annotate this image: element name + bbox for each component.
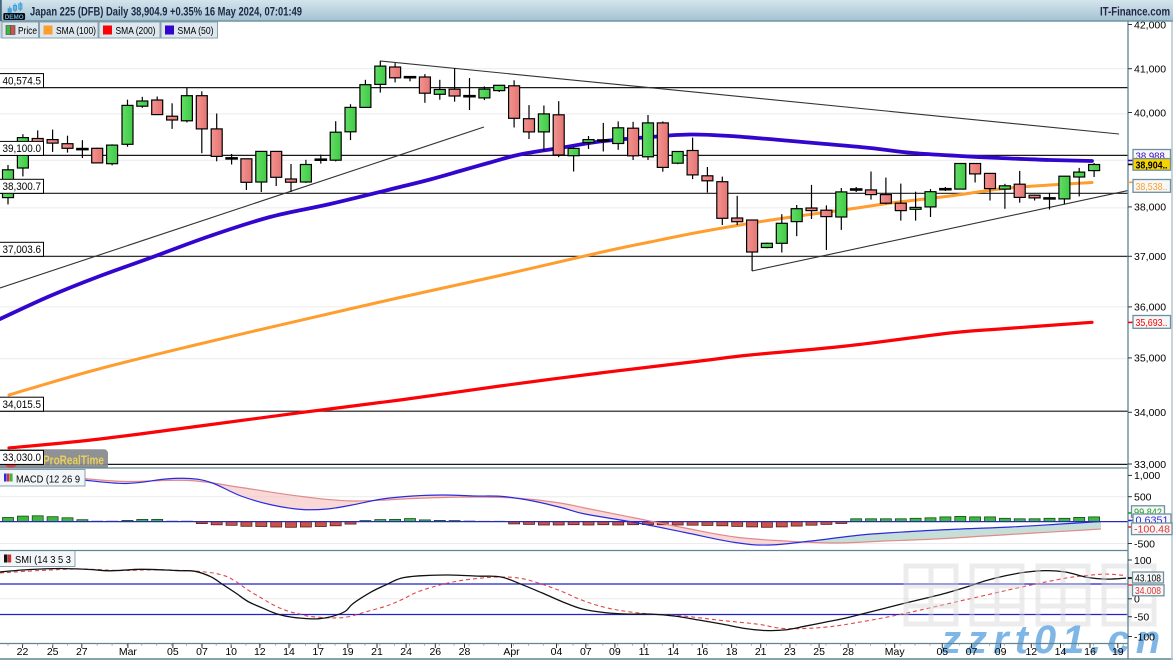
svg-text:34,015.5: 34,015.5 [3, 399, 42, 411]
svg-text:18: 18 [726, 646, 738, 658]
svg-text:41,000: 41,000 [1134, 64, 1166, 76]
svg-text:28: 28 [842, 646, 854, 658]
svg-text:35,000: 35,000 [1134, 353, 1166, 365]
svg-text:19: 19 [342, 646, 354, 658]
svg-text:38,000: 38,000 [1134, 202, 1166, 214]
svg-text:05: 05 [936, 646, 948, 658]
svg-text:May: May [885, 646, 906, 658]
svg-text:26: 26 [429, 646, 441, 658]
svg-text:09: 09 [609, 646, 621, 658]
svg-text:1,000: 1,000 [1134, 470, 1160, 482]
svg-text:33,000: 33,000 [1134, 459, 1166, 471]
svg-text:40,000: 40,000 [1134, 107, 1166, 119]
svg-text:37,000: 37,000 [1134, 251, 1166, 263]
svg-text:-50: -50 [1134, 612, 1149, 624]
svg-text:33,030.0: 33,030.0 [3, 452, 42, 464]
svg-text:07: 07 [580, 646, 592, 658]
svg-text:21: 21 [371, 646, 383, 658]
svg-text:12: 12 [254, 646, 266, 658]
svg-text:500: 500 [1134, 492, 1152, 504]
svg-text:14: 14 [667, 646, 679, 658]
svg-text:MACD (12 26 9: MACD (12 26 9 [16, 474, 80, 486]
svg-text:Mar: Mar [119, 646, 138, 658]
svg-text:07: 07 [196, 646, 208, 658]
svg-text:-100.48: -100.48 [1134, 524, 1170, 536]
svg-text:40,574.5: 40,574.5 [3, 75, 42, 87]
svg-text:38,904..: 38,904.. [1136, 159, 1168, 171]
svg-text:07: 07 [966, 646, 978, 658]
svg-text:SMA (50): SMA (50) [178, 25, 214, 37]
svg-text:24: 24 [400, 646, 412, 658]
svg-text:09: 09 [995, 646, 1007, 658]
svg-text:27: 27 [76, 646, 88, 658]
svg-text:100: 100 [1134, 555, 1152, 567]
svg-text:-100: -100 [1134, 631, 1155, 643]
svg-text:23: 23 [784, 646, 796, 658]
svg-text:25: 25 [47, 646, 59, 658]
svg-text:05: 05 [167, 646, 179, 658]
svg-text:28: 28 [459, 646, 471, 658]
svg-text:34.008: 34.008 [1135, 585, 1161, 597]
svg-text:25: 25 [813, 646, 825, 658]
svg-text:DEMO: DEMO [5, 14, 24, 21]
svg-text:14: 14 [283, 646, 295, 658]
svg-text:12: 12 [1025, 646, 1037, 658]
svg-text:-500: -500 [1134, 538, 1155, 550]
svg-text:14: 14 [1055, 646, 1067, 658]
svg-text:39,100.0: 39,100.0 [3, 143, 42, 155]
svg-text:16: 16 [1084, 646, 1096, 658]
svg-text:22: 22 [17, 646, 29, 658]
svg-text:19: 19 [1112, 646, 1124, 658]
svg-text:SMA (200): SMA (200) [116, 25, 156, 37]
svg-text:Price: Price [18, 25, 37, 37]
svg-text:37,003.6: 37,003.6 [3, 244, 42, 256]
svg-text:Apr: Apr [503, 646, 520, 658]
svg-text:35,693..: 35,693.. [1136, 317, 1168, 329]
svg-text:16: 16 [697, 646, 709, 658]
svg-text:IT-Finance.com: IT-Finance.com [1100, 6, 1170, 18]
svg-text:38,538..: 38,538.. [1136, 181, 1168, 193]
svg-text:SMI (14 3 5 3: SMI (14 3 5 3 [15, 554, 71, 566]
svg-text:38,300.7: 38,300.7 [3, 181, 42, 193]
svg-text:43.108: 43.108 [1135, 572, 1161, 584]
svg-text:17: 17 [312, 646, 324, 658]
svg-text:34,000: 34,000 [1134, 407, 1166, 419]
svg-text:Japan 225 (DFB) Daily 38,904.9: Japan 225 (DFB) Daily 38,904.9 +0.35% 16… [30, 6, 302, 18]
svg-text:21: 21 [755, 646, 767, 658]
svg-text:04: 04 [551, 646, 563, 658]
svg-text:11: 11 [639, 646, 650, 658]
svg-text:ProRealTime: ProRealTime [43, 454, 104, 468]
svg-text:36,000: 36,000 [1134, 302, 1166, 314]
svg-text:SMA (100): SMA (100) [56, 25, 96, 37]
svg-text:10: 10 [225, 646, 237, 658]
